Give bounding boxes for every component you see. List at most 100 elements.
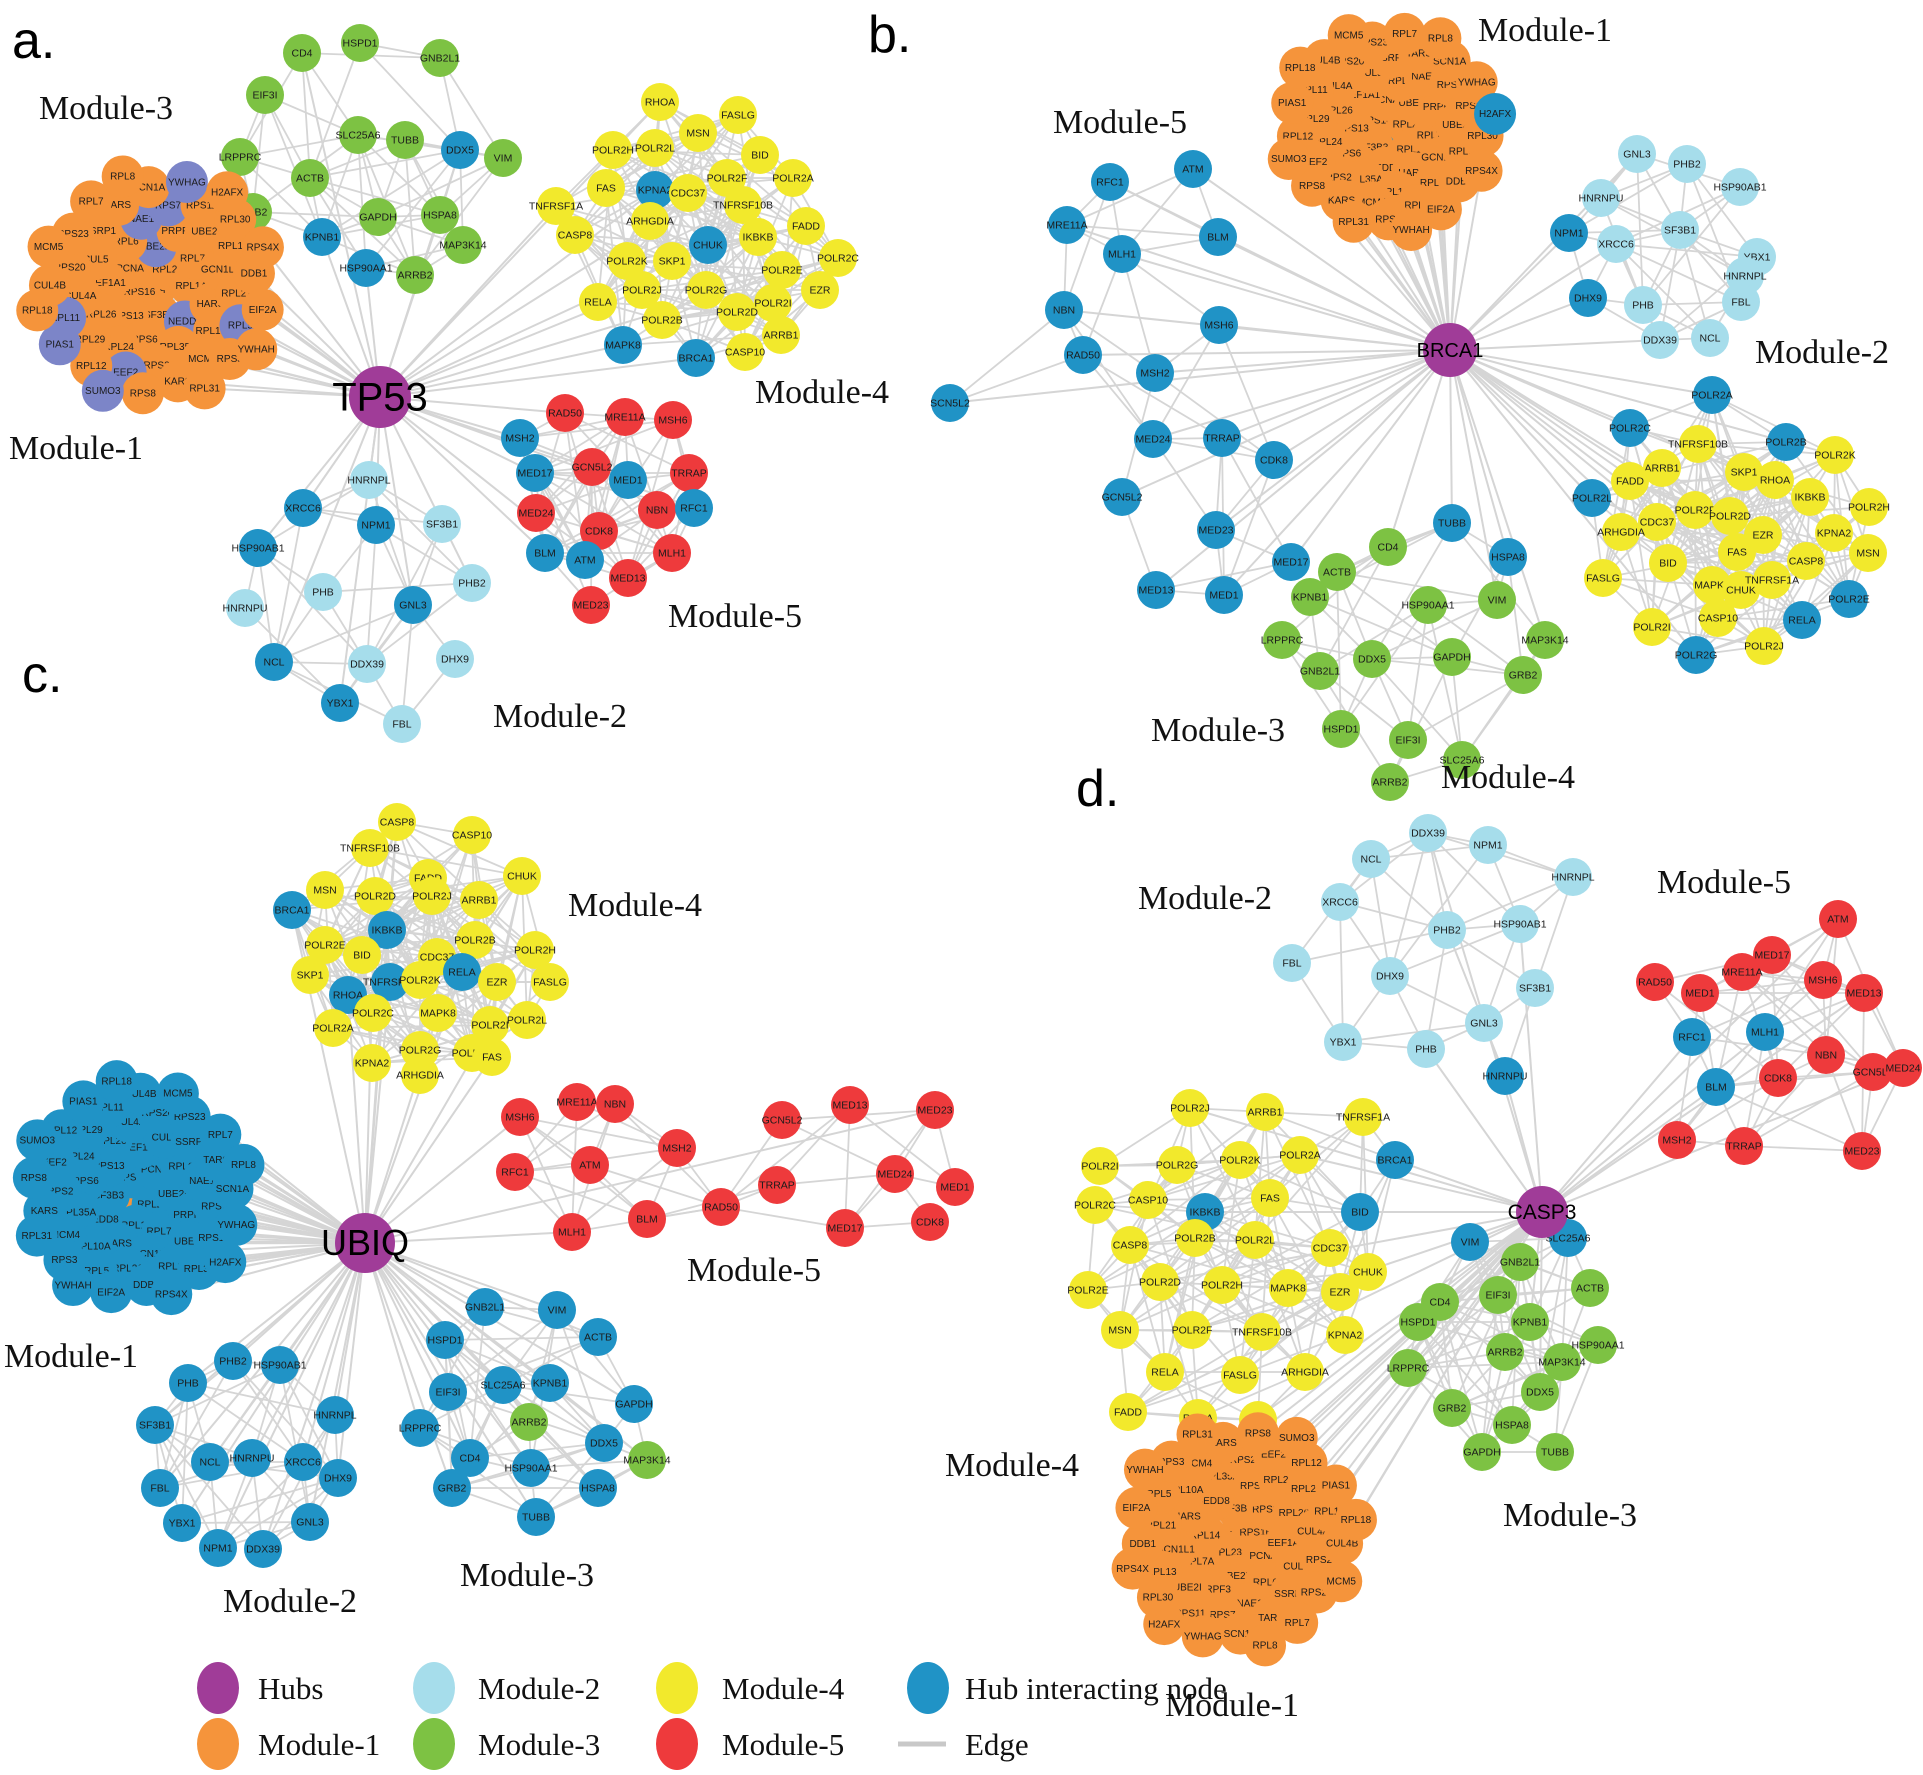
node-label-POLR2H: POLR2H (1201, 1280, 1243, 1292)
node-DHX9 (1371, 957, 1409, 995)
node-label-RAD50: RAD50 (1638, 977, 1672, 989)
node-label-HARS: HARS (1398, 168, 1426, 179)
node-label-EEF1A1: EEF1A1 (1268, 1538, 1306, 1549)
node-GNB2L1 (1501, 1243, 1539, 1281)
node-label-ACTB: ACTB (296, 173, 324, 185)
node-PHB2 (453, 564, 491, 602)
node-label-HSPA8: HSPA8 (1495, 1420, 1529, 1432)
node-label-POLR2E: POLR2E (1067, 1285, 1108, 1297)
node-label-IKBKB: IKBKB (1190, 1207, 1221, 1219)
node-label-FADD: FADD (1616, 476, 1644, 488)
edge (1389, 656, 1453, 783)
node-MSH2 (501, 419, 539, 457)
node-TRRAP (670, 454, 708, 492)
hub-label-TP53: TP53 (332, 376, 428, 420)
node-POLR2F (1173, 1311, 1211, 1349)
node-RPL8 (1244, 1624, 1287, 1667)
node-label-POLR2J: POLR2J (622, 285, 662, 297)
edge (1291, 929, 1448, 964)
node-NPM1 (1469, 826, 1507, 864)
node-label-SCN1A: SCN1A (216, 1184, 250, 1195)
node-label-RPL5: RPL5 (84, 1266, 109, 1277)
node-label-RPL7: RPL7 (208, 1130, 233, 1141)
node-label-MSH6: MSH6 (658, 415, 687, 427)
node-label-RPS20: RPS20 (142, 1108, 174, 1119)
node-ARRB2 (1371, 763, 1409, 801)
node-label-NEDD8: NEDD8 (85, 1214, 119, 1225)
node-label-DDB1: DDB1 (133, 1280, 160, 1291)
legend-label-m1: Module-1 (258, 1727, 380, 1762)
node-label-MRE11A: MRE11A (556, 1097, 597, 1109)
edge (720, 1104, 851, 1208)
node-MED24 (876, 1155, 914, 1193)
node-label-EIF3I: EIF3I (252, 90, 277, 102)
edge (366, 524, 377, 665)
node-POLR2K (401, 961, 439, 999)
node-label-RFC1: RFC1 (501, 1167, 529, 1179)
node-FAS (1718, 533, 1756, 571)
panel-letter-d: d. (1076, 760, 1119, 818)
edge (759, 154, 839, 259)
node-RPS8 (1236, 1412, 1279, 1455)
node-label-POLR2L: POLR2L (1235, 1235, 1275, 1247)
node-label-RPS7: RPS7 (1437, 80, 1464, 91)
node-label-TRRAP: TRRAP (1726, 1141, 1762, 1153)
node-RPL18 (16, 289, 59, 332)
node-label-GNL3: GNL3 (1623, 149, 1651, 161)
node-label-ARHGDIA: ARHGDIA (396, 1070, 444, 1082)
node-label-PHB2: PHB2 (1433, 925, 1461, 937)
node-label-NEDD8: NEDD8 (168, 317, 202, 328)
edge (359, 42, 461, 151)
node-label-RPL7: RPL7 (1285, 1618, 1310, 1629)
node-SKP1 (291, 956, 329, 994)
node-POLR2G (1677, 636, 1715, 674)
node-label-RPL24: RPL24 (64, 1152, 95, 1163)
node-FBL (141, 1469, 179, 1507)
edge (1087, 1237, 1196, 1291)
node-KPNB1 (1291, 578, 1329, 616)
edge (1449, 349, 1509, 558)
node-POLR2L (1236, 1221, 1274, 1259)
node-label-SF3B3: SF3B3 (94, 1190, 125, 1201)
node-RAD50 (1064, 336, 1102, 374)
node-label-SKP1: SKP1 (1731, 467, 1758, 479)
node-label-SLC25A6: SLC25A6 (336, 130, 381, 142)
edge (368, 479, 473, 584)
node-LRPPRC (221, 138, 259, 176)
edge (1191, 1247, 1331, 1331)
edge (251, 1242, 366, 1459)
node-label-RELA: RELA (1151, 1367, 1178, 1379)
node-label-FBL: FBL (1731, 297, 1750, 309)
node-label-YWHAG: YWHAG (217, 1220, 255, 1231)
node-label-ARHGDIA: ARHGDIA (1597, 527, 1645, 539)
edge (1066, 168, 1194, 226)
node-TRRAP (758, 1166, 796, 1204)
legend-swatch-m4 (656, 1662, 698, 1714)
node-label-POLR2F: POLR2F (1172, 1325, 1213, 1337)
node-label-TUBB: TUBB (391, 135, 419, 147)
edge (589, 1164, 722, 1208)
edge (301, 52, 381, 398)
node-POLR2I (1081, 1147, 1119, 1185)
node-POLR2H (1203, 1266, 1241, 1304)
node-label-ACTB: ACTB (584, 1332, 612, 1344)
edge (1519, 923, 1543, 1213)
node-label-PHB2: PHB2 (458, 578, 486, 590)
node-label-CHUK: CHUK (1353, 1267, 1383, 1279)
edge (1217, 236, 1451, 351)
node-label-NBN: NBN (604, 1099, 626, 1111)
node-RPL7 (199, 1113, 242, 1156)
node-label-MSH6: MSH6 (505, 1112, 534, 1124)
node-label-CDK8: CDK8 (916, 1217, 944, 1229)
node-label-MSN: MSN (313, 885, 336, 897)
node-label-HSPA8: HSPA8 (581, 1483, 615, 1495)
node-label-TNFRSF10B: TNFRSF10B (1232, 1327, 1292, 1339)
edge (1121, 253, 1451, 351)
node-label-ARHGDIA: ARHGDIA (626, 216, 674, 228)
node-label-RPL12: RPL12 (1283, 131, 1314, 142)
node-label-RPS23: RPS23 (174, 1112, 206, 1123)
node-label-EIF2A: EIF2A (1123, 1503, 1151, 1514)
edge (1691, 979, 1824, 1038)
legend-label-hub: Hubs (258, 1671, 323, 1706)
node-PHB (1624, 286, 1662, 324)
